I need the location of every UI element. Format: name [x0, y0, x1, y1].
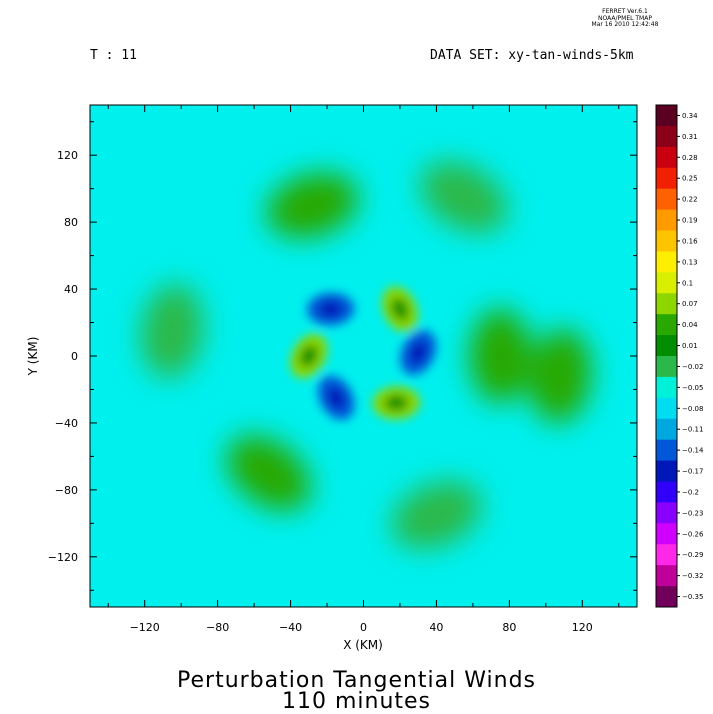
- colorbar-label: 0.28: [682, 154, 698, 162]
- x-tick-label: −80: [206, 621, 229, 634]
- credit-version: FERRET Ver.6.1: [602, 8, 648, 15]
- colorbar-cell: [656, 314, 677, 336]
- time-label: T : 11: [90, 48, 137, 63]
- feature-core-4: [326, 386, 346, 409]
- core-features: [290, 286, 437, 421]
- feature-core-3: [384, 394, 409, 412]
- feature-10: [419, 161, 508, 233]
- x-tick-label: −40: [279, 621, 302, 634]
- colorbar-label: −0.29: [682, 551, 703, 559]
- colorbar-label: −0.02: [682, 363, 703, 371]
- feature-7: [226, 435, 311, 511]
- colorbar-cell: [656, 230, 677, 252]
- feature-core-0: [318, 300, 343, 318]
- y-tick-label: 0: [71, 350, 78, 363]
- feature-11: [391, 480, 482, 549]
- colorbar-cell: [656, 418, 677, 441]
- feature-9: [529, 328, 592, 424]
- colorbar: 0.34 0.31 0.28 0.25 0.22 0.19 0.16 0.13 0.1 0.07 0…: [655, 104, 704, 608]
- x-axis-label: X (KM): [343, 638, 383, 652]
- colorbar-cell: [656, 272, 677, 294]
- x-tick-label: 0: [360, 621, 367, 634]
- colorbar-label: −0.08: [682, 405, 703, 413]
- colorbar-label: 0.07: [682, 300, 698, 308]
- colorbar-label: −0.26: [682, 530, 704, 538]
- colorbar-label: −0.14: [682, 447, 704, 455]
- feature-core-5: [299, 344, 319, 368]
- colorbar-cell: [656, 523, 677, 545]
- x-tick-label: 120: [572, 621, 593, 634]
- colorbar-label: −0.17: [682, 468, 703, 476]
- chart-title: Perturbation Tangential Winds 110 minute…: [0, 668, 713, 714]
- colorbar-label: 0.01: [682, 342, 698, 350]
- colorbar-cell: [656, 565, 677, 587]
- colorbar-label: 0.31: [682, 133, 698, 141]
- y-tick-label: −80: [55, 484, 78, 497]
- x-tick-label: 80: [502, 621, 516, 634]
- colorbar-label: 0.25: [682, 175, 698, 183]
- colorbar-cell: [656, 460, 677, 482]
- colorbar-frame: [655, 104, 678, 608]
- y-axis-label: Y (KM): [26, 337, 40, 377]
- colorbar-cell: [656, 376, 677, 399]
- heatmap-field: [90, 105, 637, 607]
- colorbar-label: 0.13: [682, 258, 698, 266]
- colorbar-label: 0.19: [682, 217, 698, 225]
- feature-12: [140, 283, 204, 379]
- colorbar-cell: [656, 481, 677, 503]
- feature-6: [266, 172, 359, 239]
- y-tick-label: −120: [48, 551, 78, 564]
- colorbar-cell: [656, 251, 677, 273]
- y-tick-label: 80: [64, 216, 78, 229]
- colorbar-cell: [656, 209, 677, 231]
- colorbar-cell: [656, 439, 677, 462]
- colorbar-label: −0.05: [682, 384, 703, 392]
- colorbar-cell: [656, 356, 677, 378]
- colorbar-label: −0.32: [682, 572, 703, 580]
- feature-core-1: [391, 297, 409, 321]
- broad-features: [140, 161, 592, 549]
- colorbar-cell: [656, 167, 677, 190]
- chart-title-line1: Perturbation Tangential Winds: [177, 668, 536, 693]
- colorbar-label: 0.34: [682, 112, 698, 120]
- colorbar-label: −0.35: [682, 593, 703, 601]
- dataset-label: DATA SET: xy-tan-winds-5km: [430, 48, 634, 63]
- colorbar-label: −0.2: [682, 488, 699, 496]
- colorbar-cell: [656, 502, 677, 524]
- colorbar-cell: [656, 125, 677, 148]
- x-tick-label: 40: [429, 621, 443, 634]
- colorbar-cell: [656, 397, 677, 420]
- colorbar-label: 0.22: [682, 196, 698, 204]
- colorbar-cell: [656, 586, 677, 608]
- axis-ticks: −120 −80 −40 0 40 80 120 120 80 40 0 −40 −80 −120: [48, 105, 637, 634]
- y-tick-label: 40: [64, 283, 78, 296]
- colorbar-label: 0.04: [682, 321, 698, 329]
- x-tick-label: −120: [130, 621, 160, 634]
- colorbar-label: 0.16: [682, 237, 698, 245]
- feature-8: [469, 308, 532, 404]
- chart-title-line2: 110 minutes: [281, 689, 432, 714]
- colorbar-label: 0.1: [682, 279, 693, 287]
- colorbar-cell: [656, 146, 677, 169]
- y-tick-label: 120: [57, 149, 78, 162]
- colorbar-cell: [656, 544, 677, 566]
- ferret-credit: FERRET Ver.6.1 NOAA/PMEL TMAP Mar 16 201…: [590, 8, 660, 29]
- colorbar-label: −0.23: [682, 509, 703, 517]
- credit-org: NOAA/PMEL TMAP: [598, 14, 652, 22]
- colorbar-label: −0.11: [682, 426, 703, 434]
- colorbar-cell: [656, 188, 677, 211]
- feature-core-2: [409, 341, 428, 364]
- credit-date: Mar 16 2010 12:42:48: [591, 21, 659, 28]
- colorbar-cell: [656, 105, 677, 127]
- colorbar-cell: [656, 293, 677, 315]
- y-tick-label: −40: [55, 417, 78, 430]
- colorbar-cell: [656, 335, 677, 357]
